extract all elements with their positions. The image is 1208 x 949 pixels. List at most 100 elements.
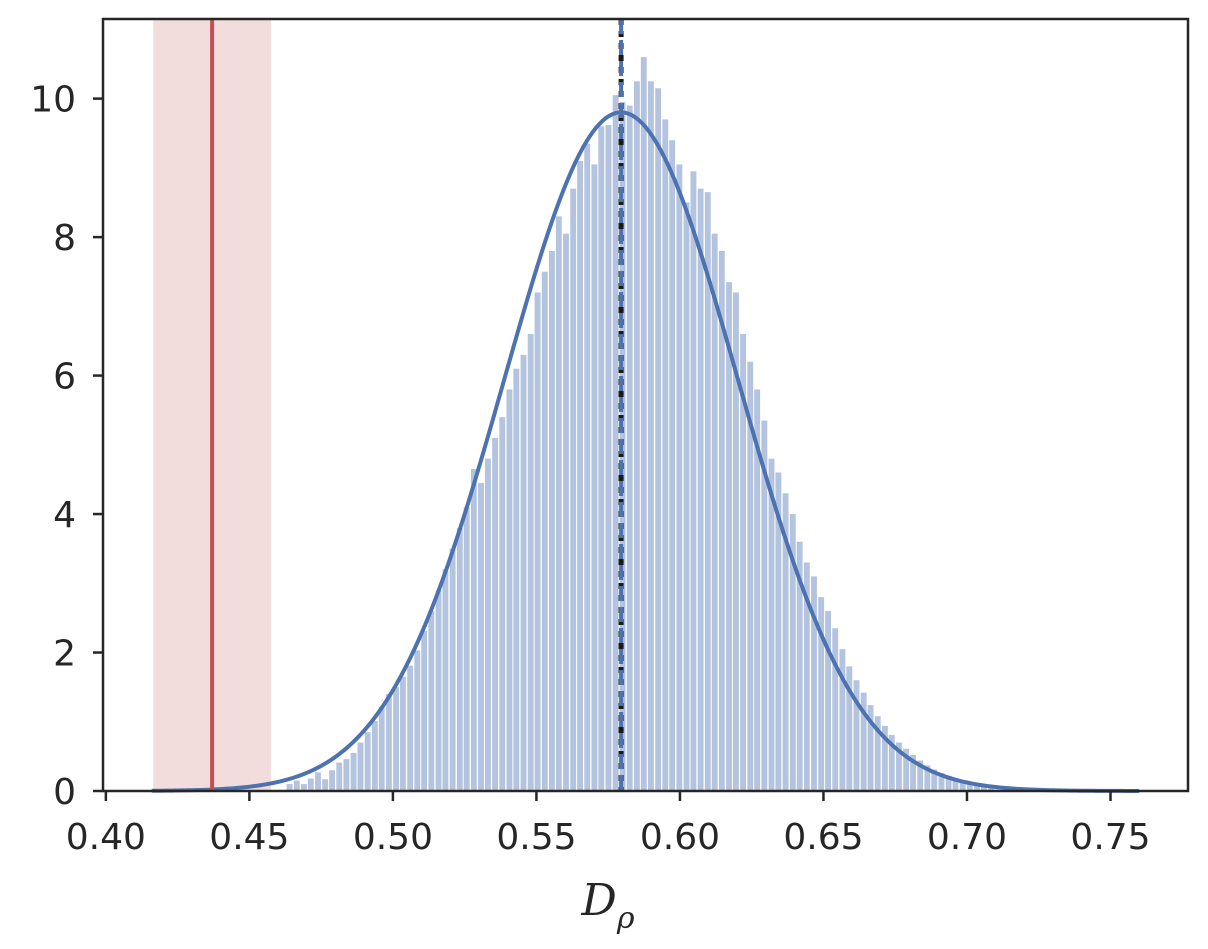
histogram-bar-12	[371, 721, 378, 791]
histogram-bar-68	[768, 458, 775, 791]
histogram-bar-52	[655, 88, 662, 791]
histogram-bar-71	[789, 514, 796, 791]
histogram-bar-43	[591, 164, 598, 791]
histogram-bar-65	[747, 361, 754, 791]
histogram-bar-0	[286, 784, 293, 791]
histogram-bar-98	[980, 786, 987, 791]
histogram-bar-19	[421, 631, 428, 791]
x-tick-label-3: 0.55	[496, 817, 576, 858]
histogram-bar-10	[357, 742, 364, 791]
histogram-bar-95	[959, 781, 966, 791]
histogram-bar-30	[499, 417, 506, 791]
histogram-bar-55	[676, 164, 683, 791]
histogram-bar-89	[917, 760, 924, 791]
histogram-bar-18	[414, 650, 421, 791]
histogram-bar-90	[924, 765, 931, 791]
histogram-bar-16	[400, 676, 406, 791]
x-tick-label-1: 0.45	[209, 817, 289, 858]
histogram-bar-96	[966, 783, 973, 791]
histogram-bar-6	[329, 770, 336, 791]
histogram-bar-20	[428, 610, 435, 791]
histogram-bar-84	[881, 725, 888, 791]
histogram-bar-72	[796, 541, 803, 791]
histogram-bar-7	[336, 762, 343, 791]
histogram-bar-97	[974, 785, 980, 791]
y-tick-label-3: 6	[53, 357, 76, 398]
x-axis-label-subscript: ρ	[616, 901, 635, 936]
x-tick-label-4: 0.60	[640, 817, 720, 858]
histogram-bar-92	[938, 772, 945, 791]
histogram-bar-67	[761, 420, 768, 791]
histogram-bar-82	[867, 705, 874, 791]
x-tick-label-7: 0.75	[1070, 817, 1150, 858]
histogram-bar-45	[605, 124, 612, 791]
histogram-bar-56	[683, 202, 690, 791]
histogram-bar-88	[910, 754, 916, 791]
histogram-bar-76	[825, 610, 832, 791]
histogram-bar-25	[463, 507, 470, 791]
histogram-bar-80	[853, 680, 860, 791]
y-tick-label-5: 10	[30, 80, 76, 121]
histogram-bar-74	[811, 576, 817, 791]
histogram-bar-24	[456, 527, 463, 791]
x-tick-label-6: 0.70	[927, 817, 1007, 858]
histogram-bar-79	[846, 666, 853, 791]
histogram-bar-11	[364, 732, 371, 791]
y-tick-label-2: 4	[53, 495, 76, 536]
y-tick-label-1: 2	[53, 634, 76, 675]
histogram-bar-31	[506, 389, 513, 791]
density-curve	[151, 110, 1140, 793]
histogram-bar-50	[640, 57, 647, 792]
histogram-bar-66	[754, 389, 761, 791]
histogram-bar-32	[513, 368, 520, 791]
histogram-bar-14	[385, 694, 392, 791]
x-tick-label-2: 0.50	[353, 817, 433, 858]
histogram-bar-63	[732, 292, 739, 791]
histogram-bar-77	[832, 628, 839, 791]
histogram-bar-28	[484, 458, 491, 791]
histogram-bar-2	[300, 784, 307, 791]
histogram-bar-26	[470, 469, 477, 791]
histogram-bar-53	[662, 119, 669, 792]
histogram-bar-91	[931, 769, 938, 791]
histogram-bar-4	[315, 772, 321, 791]
histogram-bar-64	[740, 334, 747, 791]
plot-frame	[101, 17, 1190, 793]
x-axis-label-main: D	[581, 875, 617, 926]
histogram-bar-73	[803, 562, 810, 791]
y-tick-label-0: 0	[53, 772, 76, 813]
histogram-bar-3	[307, 778, 314, 791]
histogram-bar-35	[534, 292, 541, 791]
histogram-bar-57	[690, 171, 697, 791]
histogram-bar-39	[563, 233, 569, 791]
histogram-bar-60	[711, 233, 718, 791]
histogram-bar-70	[782, 493, 789, 791]
histogram-bar-41	[577, 160, 584, 791]
histogram-bar-86	[896, 742, 902, 791]
histogram-bar-49	[633, 81, 640, 791]
histogram-bar-22	[442, 569, 449, 791]
histogram-bar-94	[952, 778, 959, 791]
histogram-bar-81	[860, 692, 867, 791]
x-tick-label-5: 0.65	[783, 817, 863, 858]
histogram-bar-5	[322, 779, 329, 791]
histogram-bar-27	[478, 482, 484, 791]
histogram-bar-59	[704, 192, 711, 791]
histogram-bar-83	[874, 716, 881, 791]
histogram-bar-36	[541, 271, 548, 791]
histogram-bar-8	[343, 759, 350, 791]
histogram-bar-1	[293, 780, 300, 791]
histogram-bar-58	[697, 188, 704, 791]
histogram-bar-78	[839, 649, 846, 791]
histogram-bar-42	[584, 143, 591, 791]
y-tick-label-4: 8	[53, 218, 76, 259]
histogram-bar-38	[555, 216, 562, 792]
histogram-bar-37	[548, 250, 555, 792]
histogram-bar-51	[648, 81, 654, 791]
histogram-bar-29	[492, 437, 499, 791]
histogram-bar-85	[888, 734, 895, 791]
histogram-bar-62	[726, 282, 732, 791]
histogram-bar-75	[818, 597, 825, 791]
histogram-bar-48	[626, 105, 633, 791]
histogram-bar-9	[350, 752, 357, 791]
